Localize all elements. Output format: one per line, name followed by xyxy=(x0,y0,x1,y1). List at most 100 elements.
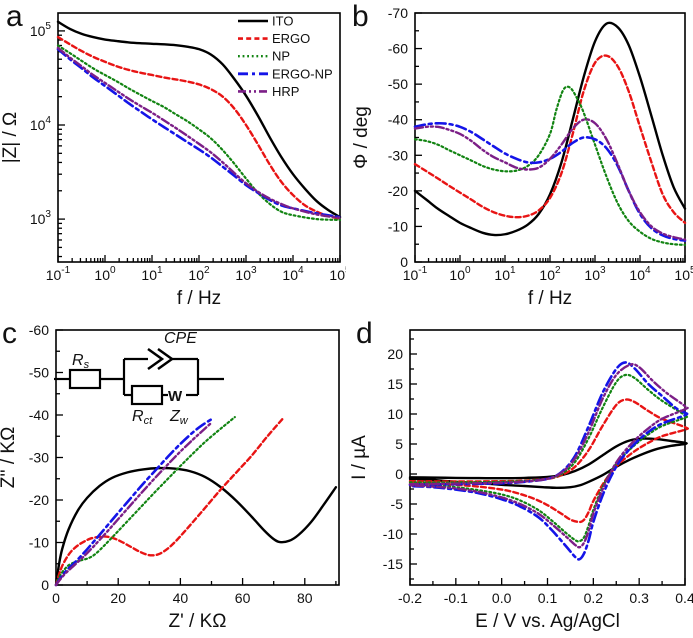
x-axis-label: f / Hz xyxy=(177,288,221,309)
legend-label-ergo: ERGO xyxy=(272,31,310,46)
legend-label-ergo-np: ERGO-NP xyxy=(272,66,333,81)
tick-label: 100 xyxy=(94,265,116,283)
series-line-ergo-np xyxy=(54,417,213,587)
tick-label: 105 xyxy=(674,265,693,283)
tick-label: 101 xyxy=(494,265,516,283)
series-line-hrp xyxy=(54,421,213,587)
panel-letter-d: d xyxy=(356,317,373,350)
tick-label: -0.2 xyxy=(398,590,422,606)
tick-label: -60 xyxy=(29,322,49,338)
tick-label: -30 xyxy=(388,147,408,163)
series-line-ergo-np xyxy=(408,361,689,561)
series-line-np xyxy=(408,373,689,543)
tick-label: 10-1 xyxy=(46,265,71,283)
tick-label: 10 xyxy=(387,406,403,422)
x-axis-label: Z' / KΩ xyxy=(169,611,227,632)
y-axis-label: Φ / deg xyxy=(351,106,372,169)
panel-d-cyclic-voltammetry: -0.2 -0.1 0.0 0.1 0.2 0.3 0.4 20 15 10 5 0 -5 -10 -15 E… xyxy=(346,309,693,638)
series-line-ergo xyxy=(54,417,285,587)
chart-b-svg: 10-1 100 101 102 103 104 105 -70 -60 -50 -40 -30 -20… xyxy=(351,5,693,309)
tick-label: 105 xyxy=(30,21,52,39)
zw-label: Zw xyxy=(169,408,189,427)
equivalent-circuit-inset: Rs CPE W Rct Zw xyxy=(54,330,224,427)
series-line-ito xyxy=(413,21,687,237)
tick-label: 104 xyxy=(282,265,304,283)
series-line-ito xyxy=(56,20,342,219)
tick-label: 103 xyxy=(584,265,606,283)
tick-label: 104 xyxy=(30,115,52,133)
chart-c-svg: 0 20 40 60 80 -60 -50 -40 -30 -20 -10 0 Z' / KΩ Z'' /… xyxy=(0,322,340,632)
tick-label: 0 xyxy=(400,254,408,270)
tick-label: 0 xyxy=(41,577,49,593)
series-line-ito xyxy=(54,466,338,587)
tick-label: -30 xyxy=(29,450,49,466)
series-line-hrp xyxy=(408,363,689,549)
tick-label: -10 xyxy=(29,535,49,551)
tick-label: 0.4 xyxy=(675,590,693,606)
bode-phase-plot: 10-1 100 101 102 103 104 105 -70 -60 -50 -40 -30 -20… xyxy=(346,0,693,309)
series-line-ito xyxy=(408,437,688,489)
tick-label: 0 xyxy=(52,590,60,606)
tick-label: -20 xyxy=(388,183,408,199)
tick-label: -15 xyxy=(383,556,403,572)
tick-label: 102 xyxy=(188,265,210,283)
tick-label: 0 xyxy=(395,466,403,482)
legend: ITO ERGO NP ERGO-NP HRP xyxy=(238,14,333,99)
tick-label: 20 xyxy=(110,590,126,606)
tick-label: -10 xyxy=(383,526,403,542)
cpe-label: CPE xyxy=(164,330,197,347)
rs-label: Rs xyxy=(72,352,90,371)
legend-label-np: NP xyxy=(272,49,290,64)
series-line-np xyxy=(54,416,236,587)
tick-label: 0.2 xyxy=(584,590,604,606)
tick-label: -50 xyxy=(29,365,49,381)
bode-magnitude-plot: 10-1 100 101 102 103 104 105 103 104 105 f / Hz |Z|… xyxy=(0,0,351,309)
tick-label: 0.0 xyxy=(492,590,512,606)
tick-label: -70 xyxy=(388,5,408,21)
tick-label: -10 xyxy=(388,218,408,234)
tick-label: 10-1 xyxy=(403,265,428,283)
tick-label: 20 xyxy=(387,346,403,362)
panel-c-nyquist: 0 20 40 60 80 -60 -50 -40 -30 -20 -10 0 Z' / KΩ Z'' /… xyxy=(0,309,346,638)
cyclic-voltammetry-plot: -0.2 -0.1 0.0 0.1 0.2 0.3 0.4 20 15 10 5 0 -5 -10 -15 E… xyxy=(346,309,693,638)
series-line-ergo xyxy=(408,398,690,524)
series-line-ergo xyxy=(56,35,342,221)
tick-label: 60 xyxy=(235,590,251,606)
x-axis-label: E / V vs. Ag/AgCl xyxy=(475,611,620,632)
panel-a-bode-magnitude: 10-1 100 101 102 103 104 105 103 104 105 f / Hz |Z|… xyxy=(0,0,351,310)
tick-label: -40 xyxy=(29,407,49,423)
resistor-rct-symbol xyxy=(130,384,164,406)
resistor-rs-symbol xyxy=(68,368,102,390)
tick-label: 105 xyxy=(329,265,346,283)
tick-label: 15 xyxy=(387,376,403,392)
legend-label-hrp: HRP xyxy=(272,84,299,99)
warburg-symbol: W xyxy=(168,388,183,405)
cpe-symbol xyxy=(147,347,165,371)
tick-label: 80 xyxy=(297,590,313,606)
series-line-ergo xyxy=(413,54,687,225)
chart-a-svg: 10-1 100 101 102 103 104 105 103 104 105 f / Hz |Z|… xyxy=(0,12,351,309)
series-line-ergo-np xyxy=(413,121,687,242)
y-axis-label: I / µA xyxy=(349,435,370,480)
series-line-ergo-np xyxy=(56,47,342,219)
panel-b-bode-phase: 10-1 100 101 102 103 104 105 -70 -60 -50 -40 -30 -20… xyxy=(346,0,693,310)
plot-frame xyxy=(409,329,686,586)
series-line-hrp xyxy=(413,118,687,241)
series-line-hrp xyxy=(56,46,342,220)
tick-label: -60 xyxy=(388,41,408,57)
x-axis-label: f / Hz xyxy=(528,288,572,309)
nyquist-plot: 0 20 40 60 80 -60 -50 -40 -30 -20 -10 0 Z' / KΩ Z'' /… xyxy=(0,309,346,638)
tick-label: 5 xyxy=(395,436,403,452)
tick-label: -5 xyxy=(391,496,404,512)
chart-d-svg: -0.2 -0.1 0.0 0.1 0.2 0.3 0.4 20 15 10 5 0 -5 -10 -15 E… xyxy=(349,329,693,632)
tick-label: 103 xyxy=(235,265,257,283)
tick-label: -50 xyxy=(388,76,408,92)
legend-label-ito: ITO xyxy=(272,14,293,29)
tick-label: 100 xyxy=(449,265,471,283)
panel-letter-c: c xyxy=(2,317,17,350)
tick-label: 104 xyxy=(629,265,651,283)
tick-label: 0.3 xyxy=(629,590,649,606)
y-axis-label: |Z| / Ω xyxy=(0,112,21,164)
panel-letter-a: a xyxy=(6,0,23,33)
